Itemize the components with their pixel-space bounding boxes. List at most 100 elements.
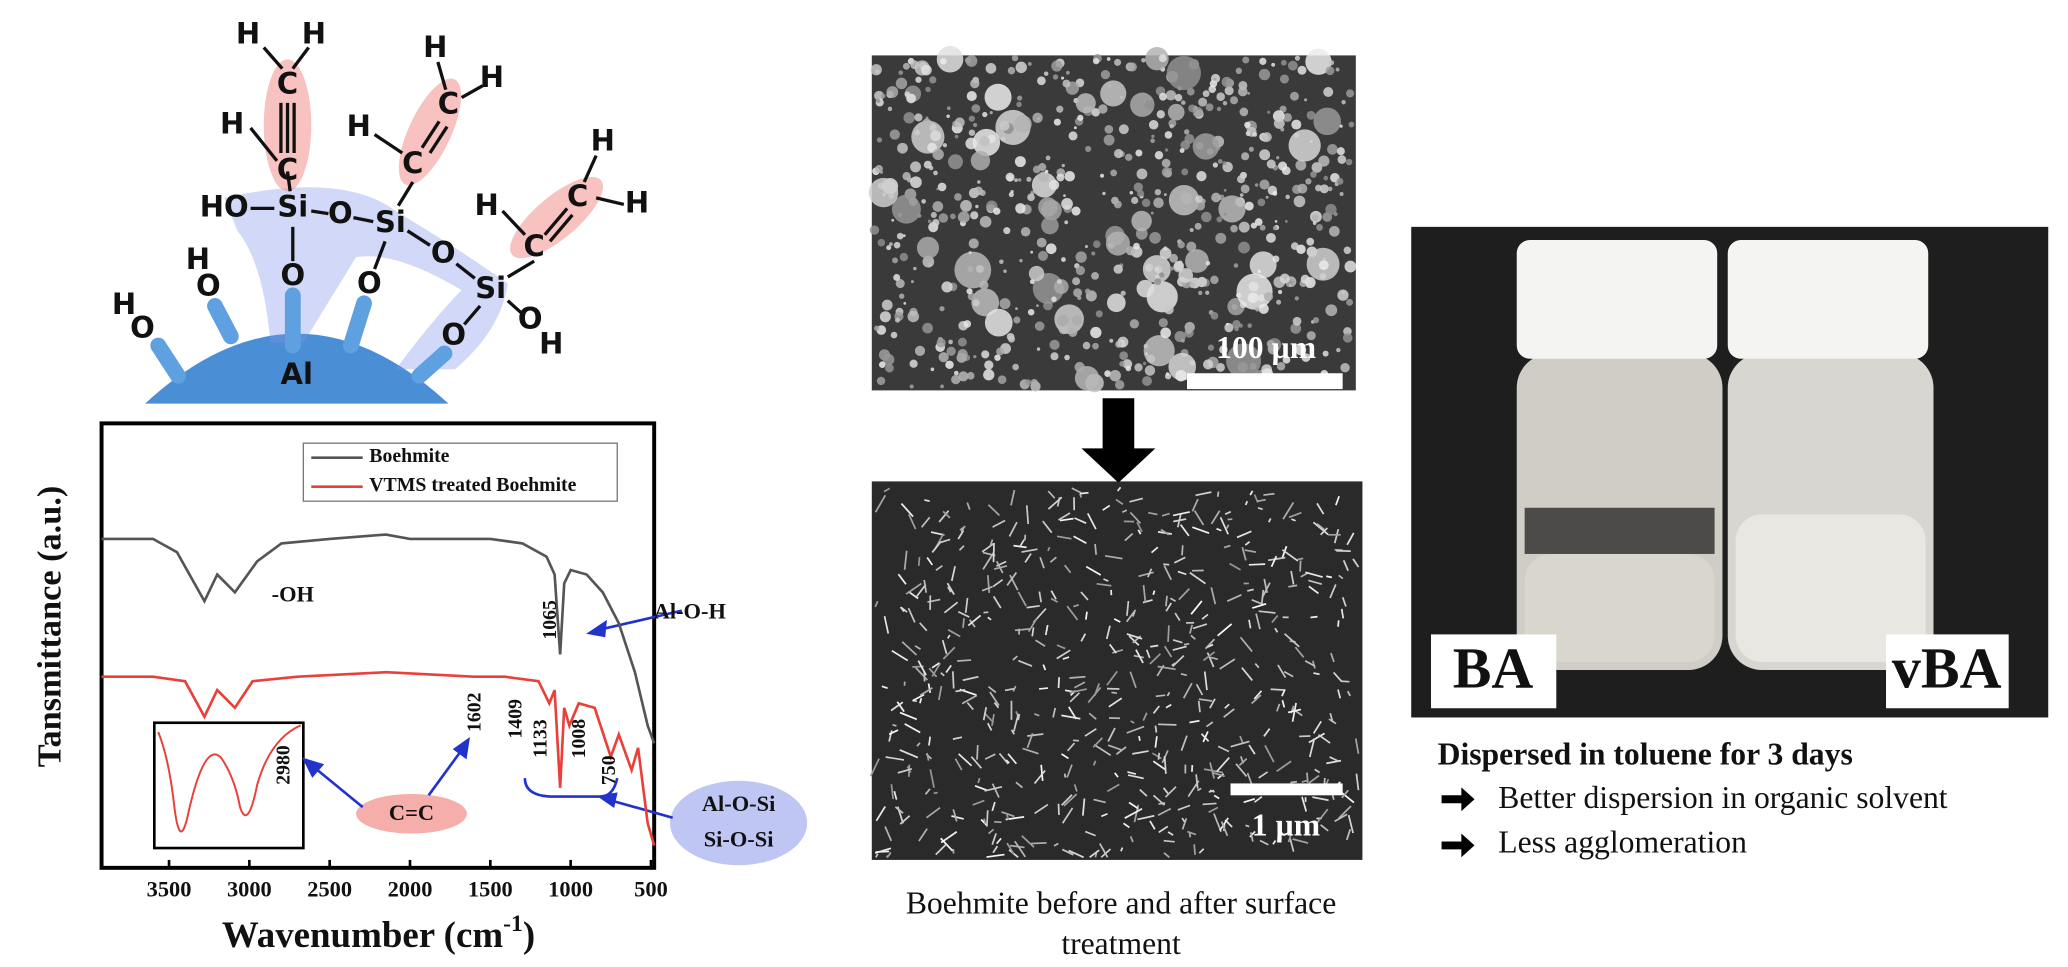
atom-label: C bbox=[277, 152, 298, 186]
particle bbox=[1252, 274, 1260, 282]
particle bbox=[1049, 180, 1059, 190]
particle bbox=[1142, 199, 1150, 207]
particle bbox=[939, 306, 944, 311]
annotation: 1602 bbox=[464, 692, 486, 732]
particle bbox=[1316, 224, 1323, 231]
particle bbox=[932, 219, 939, 226]
needle bbox=[1313, 673, 1319, 674]
caption-line: Boehmite before and after surface bbox=[906, 885, 1336, 920]
particle bbox=[1115, 341, 1122, 348]
particle bbox=[1247, 92, 1250, 95]
particle bbox=[1307, 111, 1316, 120]
particle bbox=[1244, 122, 1250, 128]
particle bbox=[1266, 196, 1269, 199]
particle bbox=[1061, 198, 1073, 210]
needle bbox=[1168, 625, 1169, 641]
particle bbox=[1213, 78, 1216, 81]
particle bbox=[1159, 54, 1167, 62]
particle bbox=[1166, 90, 1176, 100]
particle bbox=[1295, 296, 1299, 300]
vial-gap bbox=[1525, 508, 1715, 554]
particle bbox=[1275, 220, 1278, 223]
particle bbox=[871, 64, 882, 75]
particle bbox=[985, 309, 1013, 337]
particle bbox=[1258, 270, 1261, 273]
needle bbox=[1290, 782, 1297, 783]
particle bbox=[954, 371, 959, 376]
particle bbox=[1240, 108, 1249, 117]
particle bbox=[921, 65, 932, 76]
particle bbox=[929, 76, 936, 83]
particle bbox=[1249, 147, 1254, 152]
particle bbox=[1259, 179, 1269, 189]
particle bbox=[1223, 101, 1227, 105]
particle bbox=[913, 267, 916, 270]
particle bbox=[932, 201, 943, 212]
atom-label: O bbox=[196, 269, 221, 303]
surface-stub bbox=[215, 306, 231, 336]
needle bbox=[1158, 724, 1176, 725]
bullet-arrow bbox=[1442, 787, 1475, 811]
particle bbox=[1085, 146, 1091, 152]
needle bbox=[1163, 564, 1169, 565]
particle bbox=[909, 197, 917, 205]
atom-label: O bbox=[328, 196, 353, 230]
particle bbox=[1012, 55, 1018, 61]
atom-label: H bbox=[347, 109, 371, 143]
particle bbox=[1203, 359, 1213, 369]
particle bbox=[1236, 68, 1242, 74]
particle bbox=[1252, 132, 1257, 137]
particle bbox=[881, 94, 886, 99]
particle bbox=[930, 130, 941, 141]
needle bbox=[1326, 576, 1332, 577]
particle bbox=[1038, 197, 1057, 216]
particle bbox=[1280, 274, 1290, 284]
particle bbox=[1021, 227, 1030, 236]
particle bbox=[946, 115, 949, 118]
particle bbox=[1195, 223, 1202, 230]
particle bbox=[1008, 336, 1015, 343]
particle bbox=[1137, 168, 1148, 179]
note-item: Better dispersion in organic solvent bbox=[1498, 780, 1948, 815]
particle bbox=[1203, 90, 1210, 97]
particle bbox=[1015, 307, 1018, 310]
particle bbox=[907, 311, 919, 323]
atom-label: H bbox=[625, 185, 649, 219]
particle bbox=[1003, 227, 1010, 234]
particle bbox=[1312, 214, 1319, 221]
needle bbox=[1095, 544, 1096, 555]
needle bbox=[1249, 564, 1265, 565]
particle bbox=[1114, 264, 1123, 273]
particle bbox=[900, 253, 908, 261]
particle bbox=[891, 219, 894, 222]
particle bbox=[1210, 276, 1218, 284]
particle bbox=[886, 86, 898, 98]
particle bbox=[1234, 263, 1239, 268]
particle bbox=[1340, 363, 1349, 372]
particle bbox=[1246, 131, 1251, 136]
needle bbox=[963, 618, 964, 628]
needle bbox=[1155, 726, 1156, 733]
atom-label: C bbox=[567, 179, 588, 213]
particle bbox=[1264, 292, 1273, 301]
needle bbox=[1297, 558, 1303, 559]
particle bbox=[1206, 103, 1214, 111]
particle bbox=[1216, 92, 1225, 101]
particle bbox=[1162, 159, 1171, 168]
particle bbox=[1037, 238, 1047, 248]
x-label-sup: -1 bbox=[503, 911, 523, 937]
particle bbox=[1031, 379, 1039, 387]
particle bbox=[1028, 309, 1035, 316]
particle bbox=[940, 385, 944, 389]
particle bbox=[938, 183, 947, 192]
particle bbox=[1093, 58, 1099, 64]
particle bbox=[1289, 284, 1292, 287]
particle bbox=[1232, 320, 1240, 328]
particle bbox=[925, 87, 930, 92]
particle bbox=[1016, 102, 1021, 107]
particle bbox=[882, 300, 893, 311]
particle bbox=[922, 119, 932, 129]
particle bbox=[1197, 277, 1207, 287]
particle bbox=[1262, 132, 1272, 142]
particle bbox=[1337, 147, 1345, 155]
